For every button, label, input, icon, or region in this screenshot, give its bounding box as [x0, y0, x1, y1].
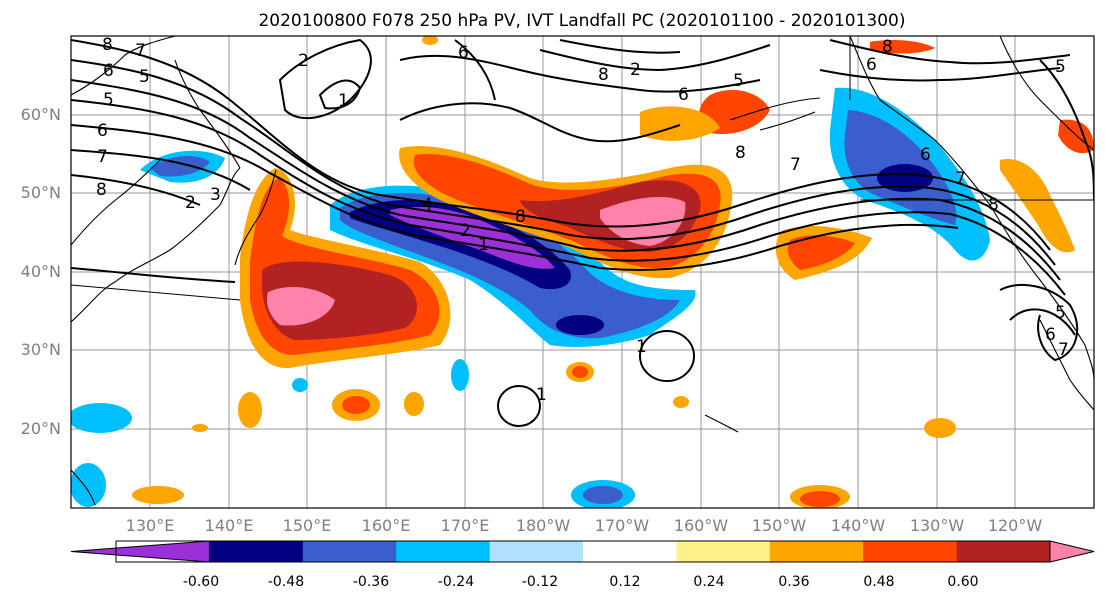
lon-label: 140°W: [831, 516, 886, 535]
contour-label: 7: [955, 169, 966, 189]
colorbar-tick-label: -0.60: [183, 574, 219, 590]
lon-label: 130°W: [910, 516, 965, 535]
colorbar-tick-label: -0.36: [353, 574, 389, 590]
colorbar-segment: [769, 541, 864, 562]
map-frame: [70, 35, 1095, 509]
colorbar-extend-min: [70, 540, 210, 563]
contour-label: 8: [102, 35, 113, 55]
lon-label: 150°W: [752, 516, 807, 535]
colorbar-segment: [863, 541, 958, 562]
contour-label: 2: [460, 221, 471, 241]
contour-label: 3: [210, 185, 221, 205]
contour-label: 6: [97, 121, 108, 141]
contour-label: 7: [135, 41, 146, 61]
contour-label: 5: [733, 71, 744, 91]
colorbar-outline: [115, 540, 1051, 563]
colorbar-tick-label: 0.48: [863, 574, 894, 590]
lon-label: 170°E: [441, 516, 490, 535]
colorbar-tick-label: -0.24: [438, 574, 474, 590]
colorbar-tick-label: 0.60: [947, 574, 978, 590]
lon-label: 150°E: [283, 516, 332, 535]
contour-label: 6: [1045, 325, 1056, 345]
lon-label: 180°W: [516, 516, 571, 535]
lon-label: 120°W: [988, 516, 1043, 535]
contour-label: 1: [636, 337, 647, 357]
map-area: 8 7 6 5 5 6 7 8 2 1 6 8 2 5 6 6 5 7 8 6 …: [71, 35, 1094, 508]
contour-label: 1: [338, 91, 349, 111]
colorbar-segment: [489, 541, 584, 562]
colorbar-segments: [70, 540, 1095, 563]
lon-label: 130°E: [126, 516, 175, 535]
colorbar-tick-label: -0.48: [268, 574, 304, 590]
lat-label: 40°N: [21, 262, 61, 281]
contour-label: 5: [103, 90, 114, 110]
latitude-labels: 60°N 50°N 40°N 30°N 20°N: [21, 105, 61, 438]
contour-label: 2: [185, 193, 196, 213]
contour-label: 8: [988, 195, 999, 215]
contour-label: 1: [536, 385, 547, 405]
contour-label: 7: [790, 155, 801, 175]
lon-label: 160°W: [674, 516, 729, 535]
contour-label: 8: [96, 180, 107, 200]
colorbar-segment: [396, 541, 491, 562]
contour-label: 8: [735, 143, 746, 163]
pv-contours: [71, 38, 1094, 427]
contour-label: 2: [298, 51, 309, 71]
contour-label: 6: [920, 145, 931, 165]
contour-label: 5: [1055, 303, 1066, 323]
map-title: 2020100800 F078 250 hPa PV, IVT Landfall…: [258, 11, 905, 31]
contour-label: 8: [598, 65, 609, 85]
coastlines: [71, 36, 1094, 506]
contour-label: 6: [678, 85, 689, 105]
colorbar-extend-max: [1049, 540, 1095, 563]
positive-anomaly-central: [399, 90, 770, 279]
lon-label: 170°W: [595, 516, 650, 535]
contour-label: 6: [458, 43, 469, 63]
lat-label: 60°N: [21, 105, 61, 124]
contour-label: 5: [139, 67, 150, 87]
lon-label: 140°E: [205, 516, 254, 535]
longitude-labels: 130°E 140°E 150°E 160°E 170°E 180°W 170°…: [126, 516, 1043, 535]
colorbar-ticks: -0.60 -0.48 -0.36 -0.24 -0.12 0.12 0.24 …: [183, 574, 979, 590]
contour-label: 2: [630, 60, 641, 80]
colorbar-segment: [302, 541, 397, 562]
colorbar-tick-label: -0.12: [522, 574, 558, 590]
contour-label: 5: [1055, 57, 1066, 77]
colorbar-tick-label: 0.12: [609, 574, 640, 590]
positive-anomaly-west: [240, 168, 451, 369]
lon-label: 160°E: [362, 516, 411, 535]
contour-label: 6: [103, 61, 114, 81]
lat-label: 50°N: [21, 183, 61, 202]
contour-label: 7: [97, 147, 108, 167]
colorbar-segment: [676, 541, 771, 562]
contour-label: 7: [1058, 340, 1069, 360]
contour-label: 4: [422, 195, 433, 215]
colorbar-tick-label: 0.36: [778, 574, 809, 590]
lat-label: 20°N: [21, 419, 61, 438]
colorbar: -0.60 -0.48 -0.36 -0.24 -0.12 0.12 0.24 …: [70, 540, 1095, 590]
contour-label: 8: [515, 207, 526, 227]
contour-label: 1: [478, 235, 489, 255]
colorbar-segment: [956, 541, 1051, 562]
contour-labels: 8 7 6 5 5 6 7 8 2 1 6 8 2 5 6 6 5 7 8 6 …: [96, 35, 1069, 405]
small-anomaly-blobs: [71, 36, 956, 508]
colorbar-segment: [583, 541, 677, 562]
contour-label: 6: [866, 55, 877, 75]
lat-label: 30°N: [21, 340, 61, 359]
contour-label: 8: [882, 37, 893, 57]
colorbar-tick-label: 0.24: [693, 574, 724, 590]
colorbar-segment: [209, 541, 304, 562]
